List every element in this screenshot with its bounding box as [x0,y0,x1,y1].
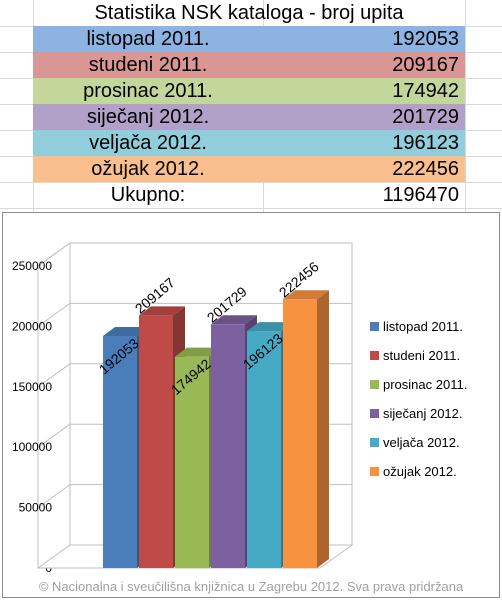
month-cell: ožujak 2012. [91,158,205,180]
y-tick-label: 50000 [19,501,53,515]
bar [103,335,137,568]
legend-entry: prosinac 2011. [383,377,467,392]
gridline [37,302,71,327]
gridline [37,484,71,509]
legend-entry: ožujak 2012. [383,464,457,479]
bar-top [175,347,221,357]
y-tick-label: 150000 [12,380,52,394]
value-cell: 222456 [392,158,459,180]
legend-swatch [370,467,379,476]
value-cell: 192053 [392,28,459,50]
table-row[interactable]: listopad 2011. 192053 [33,26,465,52]
bar-top [139,306,185,316]
total-value: 1196470 [382,184,459,206]
table-row[interactable]: ožujak 2012. 222456 [33,156,465,182]
table-row[interactable]: siječanj 2012. 201729 [33,104,465,130]
grid-line [465,0,466,212]
month-cell: listopad 2011. [86,28,210,50]
legend-swatch [370,438,379,447]
value-cell: 196123 [392,132,459,154]
total-row[interactable]: Ukupno: 1196470 [33,182,465,208]
legend-swatch [370,380,379,389]
legend-swatch [370,351,379,360]
grid-line [0,182,502,183]
legend-entry: veljača 2012. [383,435,460,450]
legend-entry: studeni 2011. [383,348,460,363]
table-title: Statistika NSK kataloga - broj upita [94,2,404,24]
gridline [37,363,71,388]
grid-line [0,208,502,209]
legend-swatch [370,322,379,331]
legend-swatch [370,409,379,418]
table-row[interactable]: prosinac 2011. 174942 [33,78,465,104]
bar-top [283,290,329,300]
bar-top [247,322,293,332]
value-cell: 201729 [392,106,459,128]
value-cell: 174942 [392,80,459,102]
month-cell: prosinac 2011. [83,80,213,102]
bar-top [103,326,149,336]
bar [283,299,317,568]
gridline [37,423,71,448]
value-cell: 209167 [392,54,459,76]
table-row[interactable]: studeni 2011. 209167 [33,52,465,78]
bar [247,331,281,568]
month-cell: siječanj 2012. [86,106,210,128]
table-row[interactable]: veljača 2012. 196123 [33,130,465,156]
spreadsheet: Statistika NSK kataloga - broj upita lis… [0,0,502,212]
bar [211,324,245,568]
bar-top [211,315,257,325]
bar-side [317,290,329,568]
gridline [37,242,71,267]
bar [139,315,173,568]
legend-entry: listopad 2011. [383,319,463,334]
y-tick-label: 100000 [12,440,52,454]
total-label: Ukupno: [110,184,186,206]
legend-entry: siječanj 2012. [383,406,463,421]
month-cell: veljača 2012. [89,132,207,154]
y-tick-label: 200000 [12,319,52,333]
y-tick-label: 250000 [12,259,52,273]
copyright-text: © Nacionalna i sveučilišna knjižnica u Z… [38,579,464,594]
bar [175,356,209,568]
month-cell: studeni 2011. [88,54,208,76]
